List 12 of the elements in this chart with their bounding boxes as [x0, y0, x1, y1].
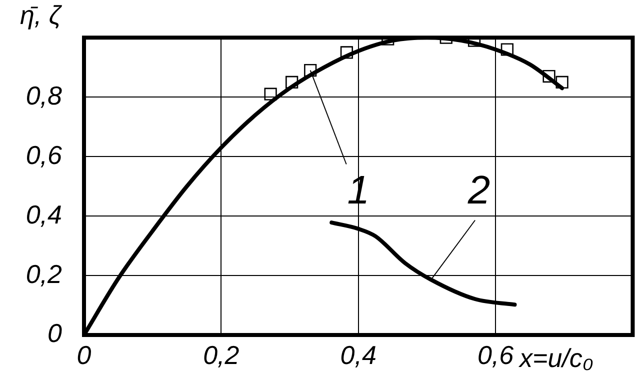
y-tick-label: 0	[48, 318, 63, 348]
x-tick-label: 0,6	[477, 340, 514, 370]
annotation: 2	[466, 168, 490, 212]
x-tick-label: 0,4	[340, 340, 376, 370]
x-tick-label: 0,2	[203, 340, 240, 370]
y-tick-label: 0,6	[26, 140, 63, 170]
y-tick-label: 0,2	[26, 258, 63, 289]
y-tick-label: 0,8	[26, 80, 63, 110]
y-tick-label: 0,4	[26, 199, 62, 230]
x-axis-title: x=u/c₀	[518, 343, 594, 374]
y-axis-title: η̄, ζ	[20, 0, 63, 30]
x-tick-label: 0	[76, 340, 92, 370]
